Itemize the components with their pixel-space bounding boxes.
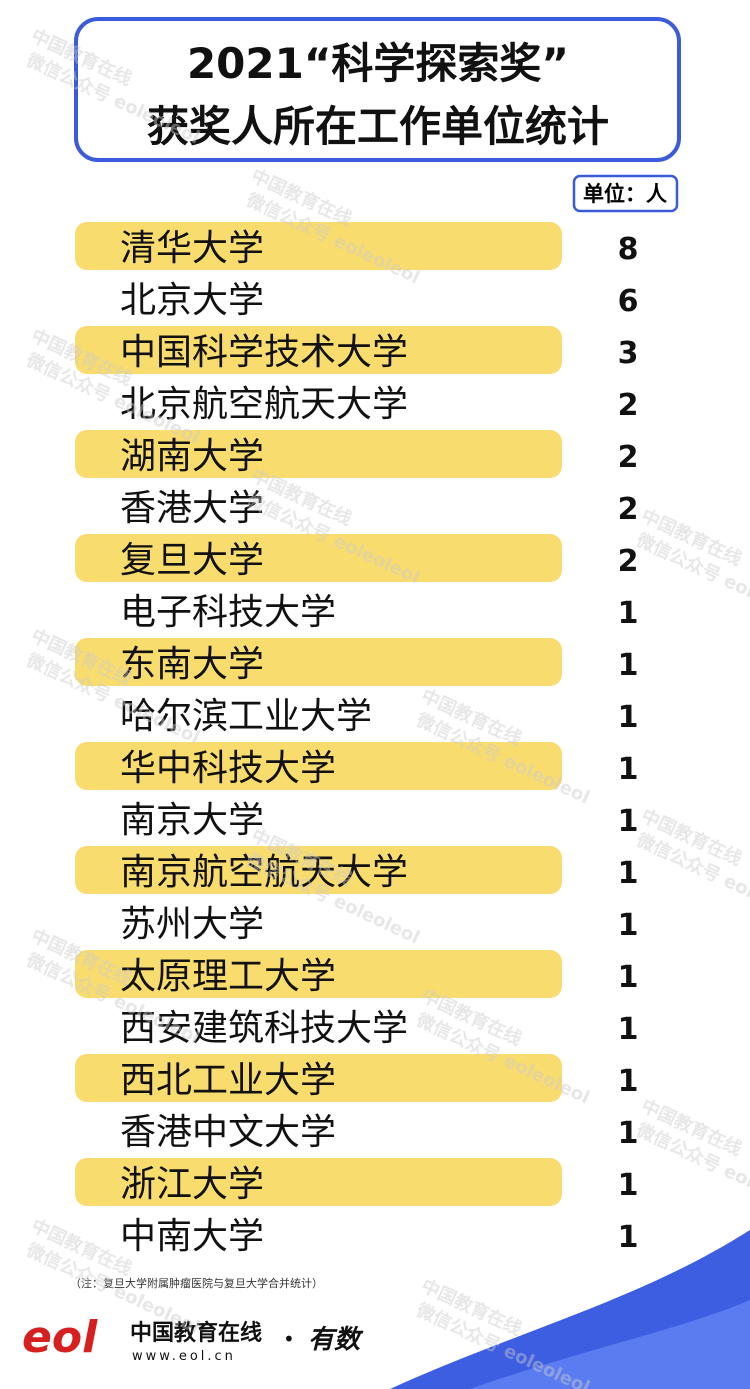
unit-name: 电子科技大学 [120,592,336,633]
count: 1 [618,1116,639,1151]
row-highlight [75,534,562,582]
unit-name: 北京大学 [120,280,264,321]
count: 2 [618,492,639,527]
unit-name: 浙江大学 [120,1164,264,1205]
count: 1 [618,908,639,943]
count: 1 [618,1064,639,1099]
unit-name: 哈尔滨工业大学 [120,696,372,737]
unit-name: 南京大学 [120,800,264,841]
count: 2 [618,544,639,579]
note: （注：复旦大学附属肿瘤医院与复旦大学合并统计） [70,1276,323,1290]
count: 1 [618,648,639,683]
row-highlight [75,1054,562,1102]
count: 3 [618,336,639,371]
unit-name: 西安建筑科技大学 [120,1008,408,1049]
count: 2 [618,440,639,475]
unit: 单位：人 [583,182,667,206]
count: 6 [618,284,639,319]
count: 1 [618,596,639,631]
row-highlight [75,430,562,478]
title: 2021“科学探索奖” [187,39,569,88]
row-highlight [75,742,562,790]
row-highlight [75,950,562,998]
unit-box [572,174,679,213]
count: 1 [618,1168,639,1203]
title: 获奖人所在工作单位统计 [147,102,609,151]
row-highlight [75,1158,562,1206]
unit-name: 华中科技大学 [120,748,336,789]
unit-name: 香港中文大学 [120,1112,336,1153]
site-name: 中国教育在线 [130,1320,262,1346]
unit-name: 南京航空航天大学 [120,852,408,893]
count: 8 [618,232,639,267]
unit-name: 北京航空航天大学 [120,384,408,425]
unit-name: 太原理工大学 [120,956,336,997]
wave-light [470,1300,750,1389]
row-highlight [75,326,562,374]
row-highlight [75,638,562,686]
logo: eol [22,1312,98,1363]
title-box [74,17,681,162]
count: 1 [618,856,639,891]
count: 1 [618,1012,639,1047]
site-url: www.eol.cn [132,1349,236,1364]
unit-name: 复旦大学 [120,540,264,581]
unit-name: 东南大学 [120,644,264,685]
unit-name: 清华大学 [120,228,264,269]
count: 1 [618,804,639,839]
unit-name: 中国科学技术大学 [120,332,408,373]
unit-name: 香港大学 [120,488,264,529]
unit-name: 苏州大学 [120,904,264,945]
unit-name: 湖南大学 [120,436,264,477]
row-highlight [75,846,562,894]
count: 1 [618,960,639,995]
unit-name: 西北工业大学 [120,1060,336,1101]
separator: • [283,1327,295,1351]
count: 1 [618,752,639,787]
count: 1 [618,1220,639,1255]
count: 1 [618,700,639,735]
brand: 有数 [308,1325,364,1355]
row-highlight [75,222,562,270]
count: 2 [618,388,639,423]
unit-name: 中南大学 [120,1216,264,1257]
